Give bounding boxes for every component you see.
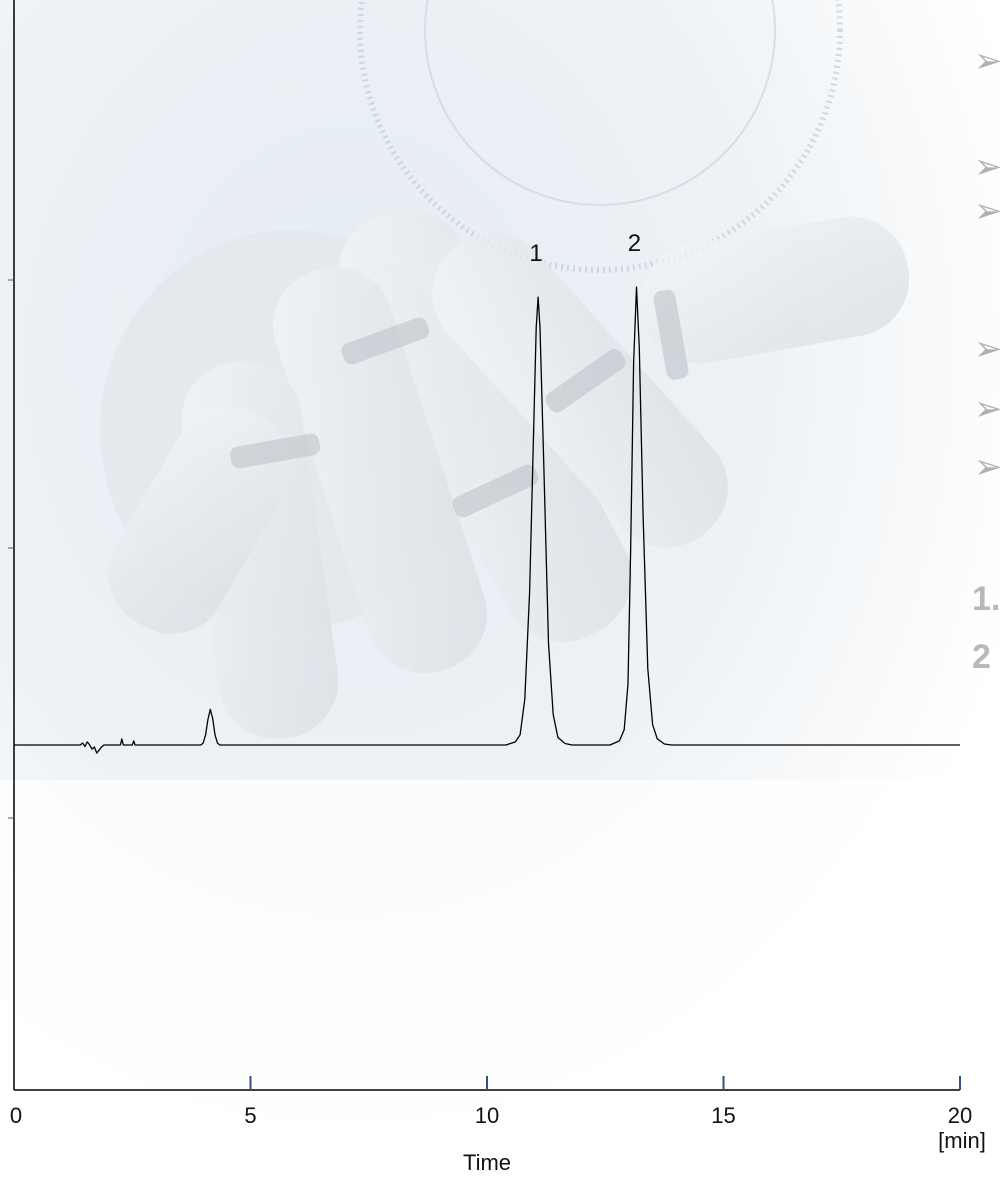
bullet-marker: ➢ [974, 447, 1000, 487]
x-axis-unit: [min] [938, 1128, 986, 1153]
bullet-marker: ➢ [974, 147, 1000, 187]
bullet-marker: ➢ [974, 191, 1000, 231]
side-number-2: 2 [972, 638, 991, 676]
x-tick-label: 5 [244, 1103, 256, 1128]
x-tick-label: 20 [948, 1103, 972, 1128]
peak-label-2: 2 [628, 230, 641, 257]
x-axis-label: Time [463, 1150, 511, 1175]
x-tick-label: 0 [10, 1103, 22, 1128]
bullet-marker: ➢ [974, 329, 1000, 369]
peak-label-1: 1 [529, 240, 542, 267]
side-number-1: 1. [972, 580, 1000, 618]
y-axis [8, 0, 15, 1090]
x-tick-label: 10 [475, 1103, 499, 1128]
chromatogram-trace [14, 286, 960, 754]
x-tick-label: 15 [711, 1103, 735, 1128]
bullet-marker: ➢ [974, 41, 1000, 81]
x-axis: 0 5 10 15 20 Time [min] [10, 1076, 986, 1175]
bullet-marker: ➢ [974, 389, 1000, 429]
